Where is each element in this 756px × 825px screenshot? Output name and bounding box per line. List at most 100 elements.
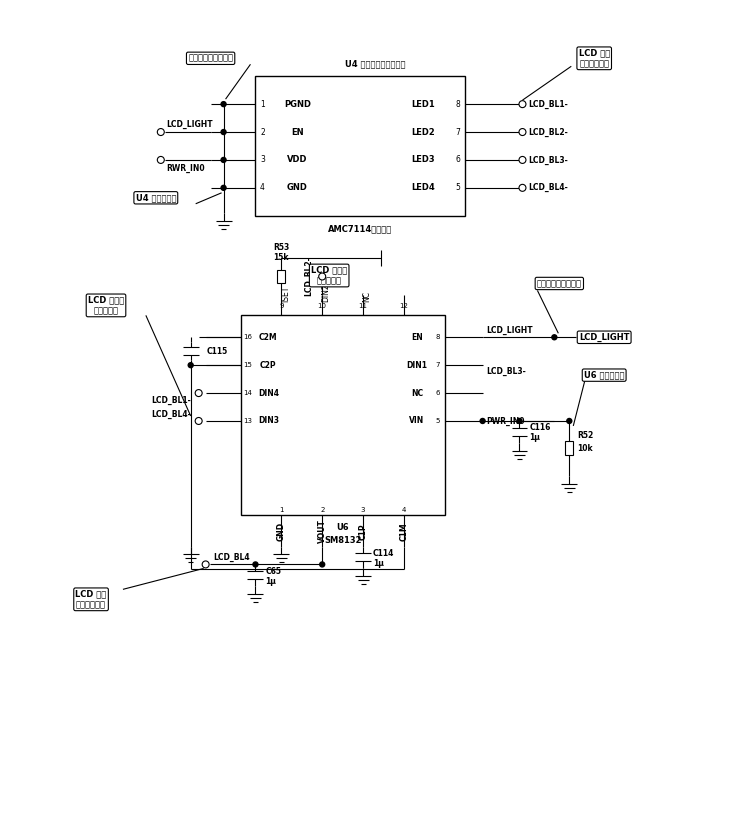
Text: DIN3: DIN3 <box>258 417 279 426</box>
Text: 15k: 15k <box>274 253 289 262</box>
Text: LCD_LIGHT: LCD_LIGHT <box>579 332 630 342</box>
Text: 1: 1 <box>279 507 284 512</box>
Text: LED2: LED2 <box>411 128 435 136</box>
Text: VOUT: VOUT <box>318 520 327 544</box>
Text: NC: NC <box>411 389 423 398</box>
Text: 4: 4 <box>401 507 406 512</box>
Text: C114: C114 <box>373 549 395 558</box>
Text: AMC7114（开路）: AMC7114（开路） <box>328 224 392 233</box>
Text: 2: 2 <box>260 128 265 136</box>
Text: LCD_BL1-: LCD_BL1- <box>151 395 191 404</box>
Text: 3: 3 <box>260 155 265 164</box>
Text: LCD 背光灯
供电输出端: LCD 背光灯 供电输出端 <box>311 266 347 285</box>
Text: 8: 8 <box>455 100 460 109</box>
Text: VDD: VDD <box>287 155 308 164</box>
Text: ISET: ISET <box>280 286 290 303</box>
Circle shape <box>221 158 226 163</box>
Text: DIN2: DIN2 <box>322 284 330 303</box>
Text: U6 电源供电端: U6 电源供电端 <box>584 370 624 380</box>
Text: SM8132: SM8132 <box>324 536 361 545</box>
Text: LCD 背光
灯供电输出端: LCD 背光 灯供电输出端 <box>578 49 610 68</box>
Circle shape <box>157 157 164 163</box>
Bar <box>256 76 465 215</box>
Text: C65: C65 <box>265 567 281 576</box>
Text: LCD_LIGHT: LCD_LIGHT <box>166 120 212 129</box>
Text: LCD_BL3-: LCD_BL3- <box>487 366 526 375</box>
Text: LCD_LIGHT: LCD_LIGHT <box>487 326 533 335</box>
Text: PWR_IN0: PWR_IN0 <box>487 417 525 426</box>
Text: 13: 13 <box>243 418 252 424</box>
Text: LCD 背光
灯供电输出端: LCD 背光 灯供电输出端 <box>76 590 107 609</box>
Text: LED4: LED4 <box>411 183 435 192</box>
Circle shape <box>195 417 202 424</box>
Text: EN: EN <box>411 332 423 342</box>
Text: 15: 15 <box>243 362 252 368</box>
Text: LCD_BL4: LCD_BL4 <box>214 553 250 562</box>
Text: LCD_BL2-: LCD_BL2- <box>528 128 569 137</box>
Text: 11: 11 <box>358 304 367 309</box>
Circle shape <box>519 184 526 191</box>
Circle shape <box>202 561 209 568</box>
Circle shape <box>480 418 485 423</box>
Text: U4 背光灯供电集成芯片: U4 背光灯供电集成芯片 <box>345 59 405 68</box>
Circle shape <box>253 562 258 567</box>
Text: 7: 7 <box>435 362 440 368</box>
Text: GND: GND <box>287 183 308 192</box>
Text: LCD_BL3-: LCD_BL3- <box>528 155 569 164</box>
Text: 5: 5 <box>455 183 460 192</box>
Text: EN: EN <box>291 128 304 136</box>
Circle shape <box>319 273 326 280</box>
Text: 7: 7 <box>455 128 460 136</box>
Text: 5: 5 <box>435 418 440 424</box>
Text: 16: 16 <box>243 334 252 340</box>
Circle shape <box>320 562 324 567</box>
Text: 10k: 10k <box>578 445 593 454</box>
Text: 背光灯供电控制信号: 背光灯供电控制信号 <box>188 54 233 63</box>
Bar <box>240 315 445 515</box>
Text: 2: 2 <box>320 507 324 512</box>
Circle shape <box>567 418 572 423</box>
Text: LCD_BL1-: LCD_BL1- <box>528 100 569 109</box>
Circle shape <box>517 418 522 423</box>
Text: C115: C115 <box>206 346 228 356</box>
Text: VIN: VIN <box>409 417 424 426</box>
Text: 14: 14 <box>243 390 252 396</box>
Text: DIN1: DIN1 <box>407 361 427 370</box>
Circle shape <box>195 389 202 397</box>
Text: 1μ: 1μ <box>265 577 276 586</box>
Text: U6: U6 <box>336 523 349 532</box>
Bar <box>565 441 573 455</box>
Text: C2P: C2P <box>260 361 277 370</box>
Bar <box>277 270 285 284</box>
Text: U4 电源供电端: U4 电源供电端 <box>135 193 176 202</box>
Circle shape <box>188 363 194 368</box>
Circle shape <box>552 335 557 340</box>
Text: LCD_BL4-: LCD_BL4- <box>151 409 191 418</box>
Text: C116: C116 <box>529 423 551 432</box>
Text: 1: 1 <box>260 100 265 109</box>
Text: RWR_IN0: RWR_IN0 <box>166 164 204 173</box>
Text: C1P: C1P <box>358 523 367 540</box>
Text: DIN4: DIN4 <box>258 389 279 398</box>
Text: LED3: LED3 <box>411 155 435 164</box>
Circle shape <box>221 101 226 106</box>
Text: NC: NC <box>363 291 371 303</box>
Circle shape <box>157 129 164 135</box>
Circle shape <box>519 101 526 107</box>
Text: LCD 背光灯
供电输出端: LCD 背光灯 供电输出端 <box>88 295 124 315</box>
Text: PGND: PGND <box>284 100 311 109</box>
Circle shape <box>519 129 526 135</box>
Text: 1μ: 1μ <box>529 433 541 442</box>
Text: 1μ: 1μ <box>373 559 384 568</box>
Circle shape <box>519 157 526 163</box>
Text: GND: GND <box>277 522 286 541</box>
Text: 3: 3 <box>361 507 365 512</box>
Text: LCD_BL4-: LCD_BL4- <box>528 183 569 192</box>
Text: C1M: C1M <box>399 522 408 541</box>
Text: 9: 9 <box>279 304 284 309</box>
Text: 4: 4 <box>260 183 265 192</box>
Text: R52: R52 <box>578 431 593 441</box>
Text: C2M: C2M <box>259 332 277 342</box>
Text: 12: 12 <box>399 304 408 309</box>
Text: LED1: LED1 <box>411 100 435 109</box>
